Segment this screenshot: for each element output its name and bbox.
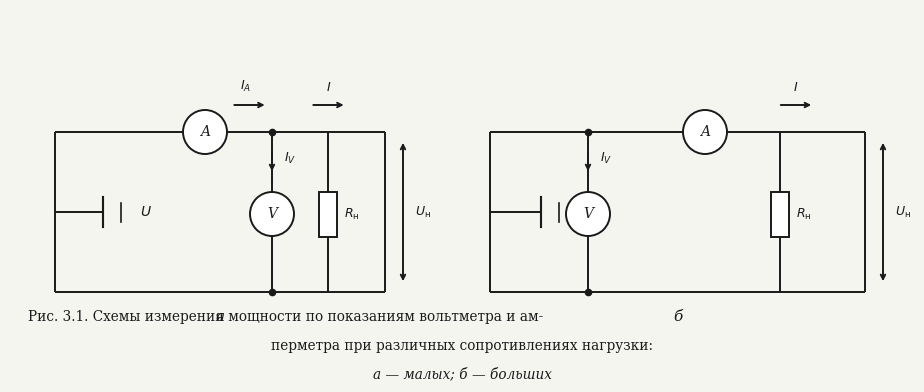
Text: A: A bbox=[700, 125, 710, 139]
Text: $U$: $U$ bbox=[578, 205, 590, 219]
Circle shape bbox=[183, 110, 227, 154]
Text: A: A bbox=[200, 125, 210, 139]
Text: Рис. 3.1. Схемы измерения мощности по показаниям вольтметра и ам-: Рис. 3.1. Схемы измерения мощности по по… bbox=[28, 310, 543, 324]
Text: V: V bbox=[267, 207, 277, 221]
Text: $R_\mathrm{н}$: $R_\mathrm{н}$ bbox=[344, 207, 359, 221]
Text: $I_V$: $I_V$ bbox=[600, 151, 613, 165]
Text: $I_A$: $I_A$ bbox=[240, 79, 251, 94]
Text: $U_\mathrm{н}$: $U_\mathrm{н}$ bbox=[895, 205, 911, 220]
Circle shape bbox=[250, 192, 294, 236]
Text: $I_V$: $I_V$ bbox=[284, 151, 297, 165]
Text: $I$: $I$ bbox=[794, 81, 798, 94]
Text: $U$: $U$ bbox=[140, 205, 152, 219]
Bar bbox=[319, 192, 337, 236]
Text: V: V bbox=[583, 207, 593, 221]
Circle shape bbox=[566, 192, 610, 236]
Text: б: б bbox=[673, 310, 682, 324]
Text: $I$: $I$ bbox=[326, 81, 331, 94]
Text: а — малых; б — больших: а — малых; б — больших bbox=[372, 367, 552, 381]
Text: перметра при различных сопротивлениях нагрузки:: перметра при различных сопротивлениях на… bbox=[271, 339, 653, 353]
Bar bbox=[771, 192, 789, 236]
Text: $R_\mathrm{н}$: $R_\mathrm{н}$ bbox=[796, 207, 811, 221]
Text: а: а bbox=[215, 310, 225, 324]
Text: $U_\mathrm{н}$: $U_\mathrm{н}$ bbox=[415, 205, 431, 220]
Circle shape bbox=[683, 110, 727, 154]
